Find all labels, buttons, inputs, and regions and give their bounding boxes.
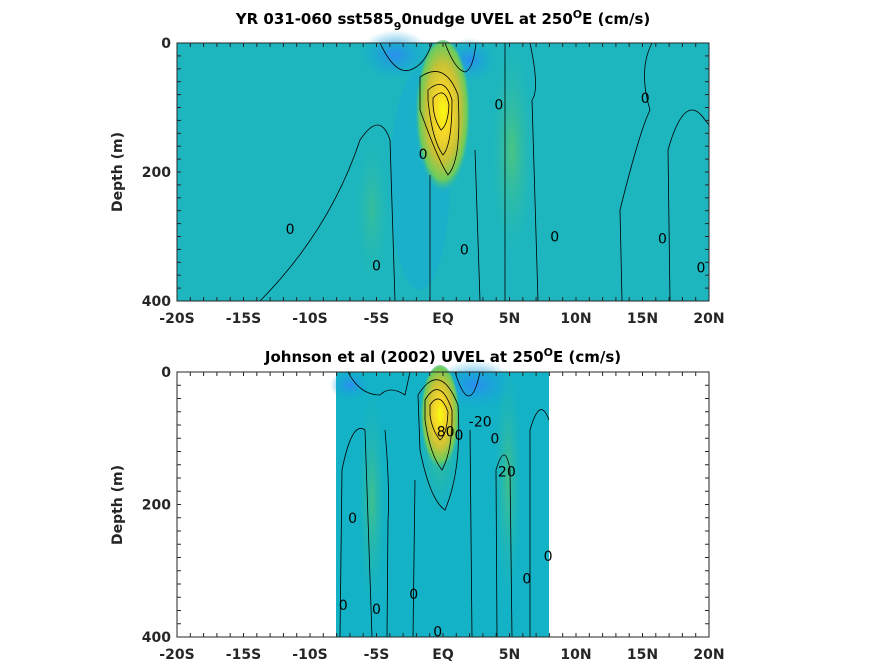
x-tick-label: -15S (226, 311, 261, 327)
x-tick-label: EQ (432, 647, 454, 663)
x-tick-label: -5S (364, 647, 390, 663)
contour-label: 0 (641, 91, 650, 107)
contour-label: 0 (286, 222, 295, 238)
contour-label: 0 (454, 428, 463, 444)
contour-label: 0 (433, 625, 442, 641)
contour-label: -20 (469, 415, 492, 431)
y-tick-label: 200 (142, 498, 171, 514)
x-tick-label: 5N (499, 311, 520, 327)
x-tick-label: 10N (560, 647, 591, 663)
top-field: 0 0 0 0 0 0 0 0 0 (177, 30, 710, 302)
x-tick-label: -20S (159, 647, 194, 663)
contour-label: 0 (348, 511, 357, 527)
contour-label: 20 (498, 464, 516, 480)
x-tick-label: -15S (226, 647, 261, 663)
contour-label: 0 (494, 97, 503, 113)
x-tick-label: -20S (159, 311, 194, 327)
contour-label: 0 (550, 230, 559, 246)
contour-label: 0 (372, 602, 381, 618)
contour-label: 0 (544, 549, 553, 565)
contour-label: 0 (372, 259, 381, 275)
contour-label: 0 (409, 587, 418, 603)
contour-label: 0 (339, 598, 348, 614)
x-tick-label: 15N (627, 647, 658, 663)
x-tick-label: -10S (292, 647, 327, 663)
bottom-ylabel: Depth (m) (110, 465, 126, 545)
y-tick-label: 400 (142, 630, 171, 646)
top-panel: YR 031-060 sst58590nudge UVEL at 250OE (… (110, 8, 725, 327)
x-tick-label: EQ (432, 311, 454, 327)
contour-label: 0 (490, 431, 499, 447)
contour-label: 0 (419, 147, 428, 163)
x-tick-label: 20N (693, 647, 724, 663)
y-tick-label: 0 (161, 36, 171, 52)
contour-label: 0 (658, 231, 667, 247)
y-tick-label: 200 (142, 165, 171, 181)
top-title: YR 031-060 sst58590nudge UVEL at 250OE (… (235, 8, 650, 33)
y-tick-label: 400 (142, 294, 171, 310)
bottom-panel: Johnson et al (2002) UVEL at 250OE (cm/s… (110, 346, 725, 663)
x-tick-label: 15N (627, 311, 658, 327)
contour-label: 0 (522, 572, 531, 588)
x-tick-label: -10S (292, 311, 327, 327)
y-tick-label: 0 (161, 365, 171, 381)
x-tick-label: 5N (499, 647, 520, 663)
contour-label: 80 (437, 425, 455, 441)
contour-label: 0 (460, 242, 469, 258)
x-tick-label: 10N (560, 311, 591, 327)
contour-label: 0 (697, 260, 706, 276)
top-ylabel: Depth (m) (110, 132, 126, 212)
x-tick-label: 20N (693, 311, 724, 327)
bottom-title: Johnson et al (2002) UVEL at 250OE (cm/s… (264, 346, 621, 366)
x-tick-label: -5S (364, 311, 390, 327)
